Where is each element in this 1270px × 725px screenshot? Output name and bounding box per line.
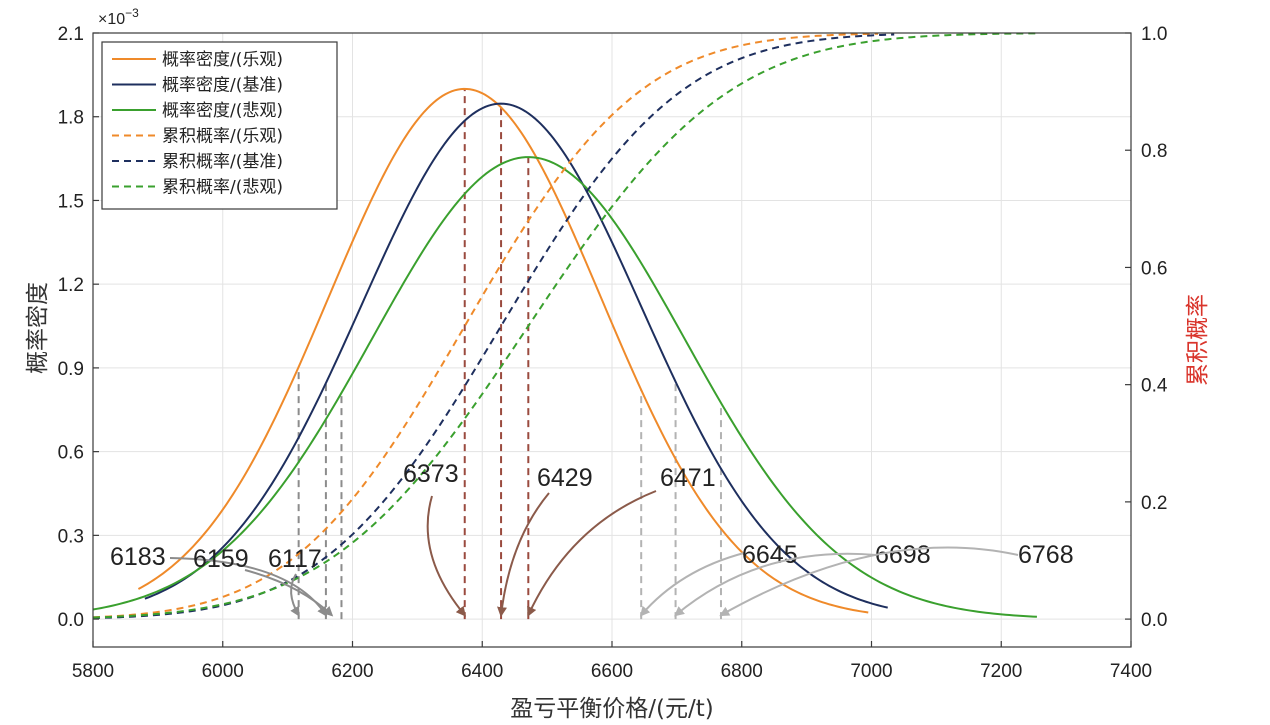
y-right-tick-label: 0.2 <box>1141 493 1167 514</box>
y-right-tick-label: 0.8 <box>1141 141 1167 162</box>
y-left-multiplier: ×10−3 <box>98 6 139 28</box>
annotation-label-6117: 6117 <box>268 545 322 573</box>
legend-label-3: 累积概率/(乐观) <box>162 127 283 147</box>
x-tick-label: 7000 <box>850 661 892 682</box>
annotation-arrow-6159 <box>244 569 334 617</box>
y-right-tick-label: 0.6 <box>1141 258 1167 279</box>
series-line-4 <box>92 33 895 620</box>
y-right-tick-label: 0.0 <box>1141 610 1167 631</box>
annotation-label-6471: 6471 <box>660 464 716 492</box>
annotation-label-6183: 6183 <box>110 543 166 571</box>
annotation-label-6159: 6159 <box>193 545 249 573</box>
annotation-arrow-6768 <box>719 546 1019 617</box>
annotation-arrow-6373 <box>426 495 467 617</box>
annotation-label-6698: 6698 <box>875 541 931 569</box>
y-right-tick-label: 0.4 <box>1141 376 1168 397</box>
x-tick-label: 6600 <box>591 661 633 682</box>
annotation-label-6768: 6768 <box>1018 541 1074 569</box>
series-line-1 <box>144 102 888 609</box>
x-tick-label: 6400 <box>461 661 503 682</box>
legend-label-5: 累积概率/(悲观) <box>162 178 283 198</box>
y-right-axis-label: 累积概率 <box>1185 294 1211 386</box>
y-left-tick-label: 1.2 <box>58 275 84 296</box>
legend-label-0: 概率密度/(乐观) <box>162 50 283 70</box>
x-tick-label: 7200 <box>980 661 1022 682</box>
y-left-axis-label: 概率密度 <box>25 282 51 374</box>
x-tick-label: 6200 <box>331 661 373 682</box>
series-line-0 <box>137 87 869 614</box>
y-left-tick-label: 1.5 <box>58 191 84 212</box>
x-tick-label: 5800 <box>72 661 114 682</box>
y-left-tick-label: 2.1 <box>58 24 84 45</box>
x-tick-label: 7400 <box>1110 661 1152 682</box>
legend-label-1: 概率密度/(基准) <box>162 76 283 96</box>
annotation-label-6429: 6429 <box>537 464 593 492</box>
x-tick-label: 6000 <box>202 661 244 682</box>
y-left-tick-label: 1.8 <box>58 108 84 129</box>
annotation-arrow-6117 <box>290 573 300 617</box>
x-axis-label: 盈亏平衡价格/(元/t) <box>510 696 713 722</box>
annotation-arrow-6698 <box>674 552 877 617</box>
annotation-arrow-6429 <box>497 492 550 618</box>
y-left-tick-label: 0.9 <box>58 359 84 380</box>
annotation-arrow-6471 <box>527 490 657 617</box>
annotation-arrow-6645 <box>639 552 745 617</box>
legend-label-4: 累积概率/(基准) <box>162 152 283 172</box>
annotation-label-6373: 6373 <box>403 460 459 488</box>
y-left-tick-label: 0.3 <box>58 526 84 547</box>
legend-box <box>101 41 338 210</box>
y-left-tick-label: 0.0 <box>58 610 84 631</box>
y-left-tick-label: 0.6 <box>58 443 84 464</box>
legend-label-2: 概率密度/(悲观) <box>162 101 283 121</box>
y-right-tick-label: 1.0 <box>1141 24 1167 45</box>
series-line-3 <box>92 32 879 619</box>
series-line-5 <box>92 32 1037 619</box>
x-tick-label: 6800 <box>721 661 763 682</box>
